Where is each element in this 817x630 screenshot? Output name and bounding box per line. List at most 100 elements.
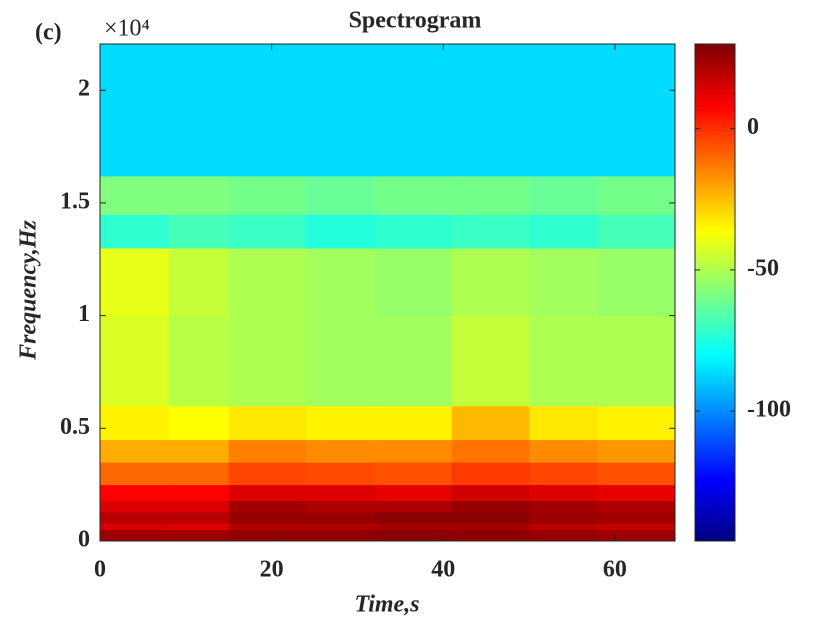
colorbar-step [695,64,735,70]
heat-cell [451,500,530,513]
y-axis-label: Frequency,Hz [16,219,42,360]
colorbar-step [695,491,735,496]
colorbar-step [695,412,735,418]
colorbar-step [695,321,735,327]
heat-cell [168,529,230,542]
colorbar-step [695,151,735,157]
colorbar-step [695,172,735,178]
heat-cell [305,522,376,531]
colorbar-step [695,271,735,277]
colorbar-step [695,238,735,244]
colorbar-step [695,449,735,455]
colorbar-step [695,101,735,107]
heat-cell [228,214,307,249]
heat-cell [228,529,307,542]
colorbar-step [695,114,735,120]
colorbar-step [695,478,735,484]
heat-cell [451,522,530,531]
colorbar-step [695,118,735,124]
heat-cell [374,484,453,501]
x-tick-label: 60 [603,557,627,583]
colorbar-step [695,184,735,190]
heat-cell [374,511,453,524]
heat-cell [100,247,170,317]
colorbar-step [695,516,735,521]
heat-cell [597,484,676,501]
colorbar-step [695,89,735,95]
heat-cell [597,175,676,215]
colorbar-step [695,60,735,66]
colorbar-step [695,230,735,236]
heat-cell [100,529,170,542]
colorbar-step [695,474,735,480]
colorbar-step [695,391,735,397]
panel-label: (c) [35,20,62,46]
colorbar-step [695,317,735,322]
heat-cell [451,247,530,317]
heat-cell [597,44,676,177]
heat-cell [374,462,453,486]
colorbar-step [695,371,735,376]
heat-cell [305,462,376,486]
heat-cell [597,500,676,513]
heat-cell [100,405,170,441]
colorbar-step [695,77,735,82]
x-tick-label: 20 [260,557,284,583]
colorbar-step [695,180,735,186]
colorbar-step [695,255,735,260]
heat-cell [374,439,453,463]
heat-cell [529,247,599,317]
colorbar-step [695,532,735,538]
heat-cell [529,405,599,441]
heat-cell [305,439,376,463]
heat-cell [100,439,170,463]
colorbar-step [695,379,735,385]
heat-cell [451,529,530,542]
heat-cell [305,175,376,215]
heat-cell [228,500,307,513]
colorbar-step [695,520,735,525]
colorbar-step [695,416,735,422]
colorbar-step [695,110,735,115]
colorbar-step [695,507,735,513]
heat-cell [168,439,230,463]
heat-cell [597,529,676,542]
colorbar-step [695,275,735,281]
colorbar-step [695,304,735,310]
colorbar-step [695,396,735,401]
heat-cell [305,511,376,524]
colorbar-step [695,130,735,136]
colorbar-step [695,400,735,405]
heat-cell [529,500,599,513]
heat-cell [374,175,453,215]
heat-cell [228,405,307,441]
y-tick-label: 2 [78,76,90,102]
heat-cell [228,315,307,407]
heat-cell [100,522,170,531]
y-tick-label: 1.5 [60,188,90,214]
colorbar-step [695,333,735,339]
x-axis-label: Time,s [354,592,419,618]
heat-cell [168,500,230,513]
heat-cell [168,44,230,177]
heat-cell [451,315,530,407]
colorbar-step [695,143,735,149]
heat-cell [451,511,530,524]
colorbar-step [695,85,735,91]
colorbar-step [695,213,735,219]
colorbar-step [695,205,735,211]
heat-cell [100,500,170,513]
colorbar-step [695,487,735,492]
colorbar-tick-label: -100 [747,397,791,423]
colorbar-step [695,466,735,472]
colorbar-step [695,313,735,318]
heat-cell [228,439,307,463]
heat-cell [228,462,307,486]
colorbar-frame [694,43,736,542]
heat-cell [305,529,376,542]
heat-cell [168,484,230,501]
y-exponent: ×10⁴ [104,16,150,42]
colorbar-step [695,164,735,169]
colorbar-step [695,375,735,380]
heat-cell [228,247,307,317]
